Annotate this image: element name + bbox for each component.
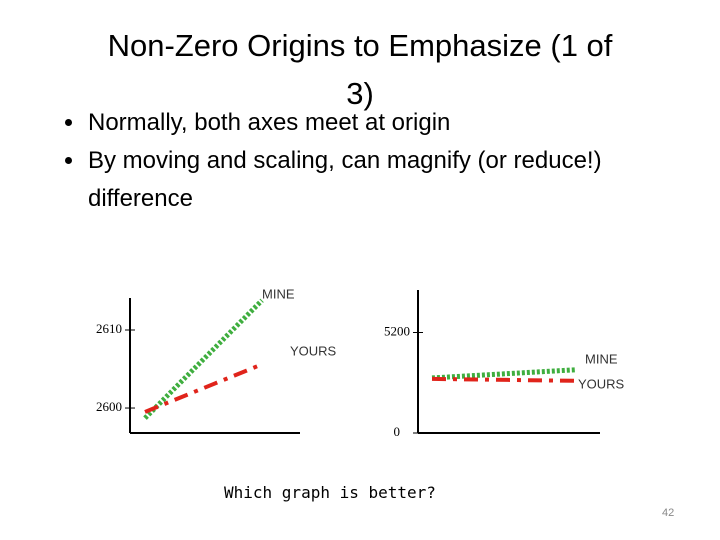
- bullet-list: Normally, both axes meet at origin By mo…: [58, 104, 646, 218]
- series-label: MINE: [262, 286, 295, 301]
- slide-title: Non-Zero Origins to Emphasize (1 of 3): [107, 28, 613, 111]
- bullet: Normally, both axes meet at origin: [86, 104, 646, 142]
- series-line: [431, 367, 576, 381]
- series-line: [431, 376, 576, 383]
- series-label: YOURS: [290, 343, 337, 358]
- page-number: 42: [662, 507, 675, 519]
- series-label: YOURS: [578, 376, 625, 391]
- y-tick-label: 2600: [96, 399, 122, 414]
- series-line: [143, 298, 264, 420]
- y-tick-label: 0: [394, 424, 401, 439]
- question: Which graph is better?: [224, 483, 436, 502]
- y-tick-label: 5200: [384, 323, 410, 338]
- bullet: By moving and scaling, can magnify (or r…: [86, 142, 646, 218]
- series-label: MINE: [585, 351, 618, 366]
- series-line: [144, 362, 263, 414]
- y-tick-label: 2610: [96, 321, 122, 336]
